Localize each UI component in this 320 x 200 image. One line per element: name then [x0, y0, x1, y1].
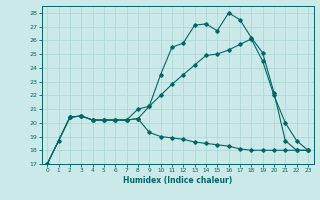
X-axis label: Humidex (Indice chaleur): Humidex (Indice chaleur) — [123, 176, 232, 185]
